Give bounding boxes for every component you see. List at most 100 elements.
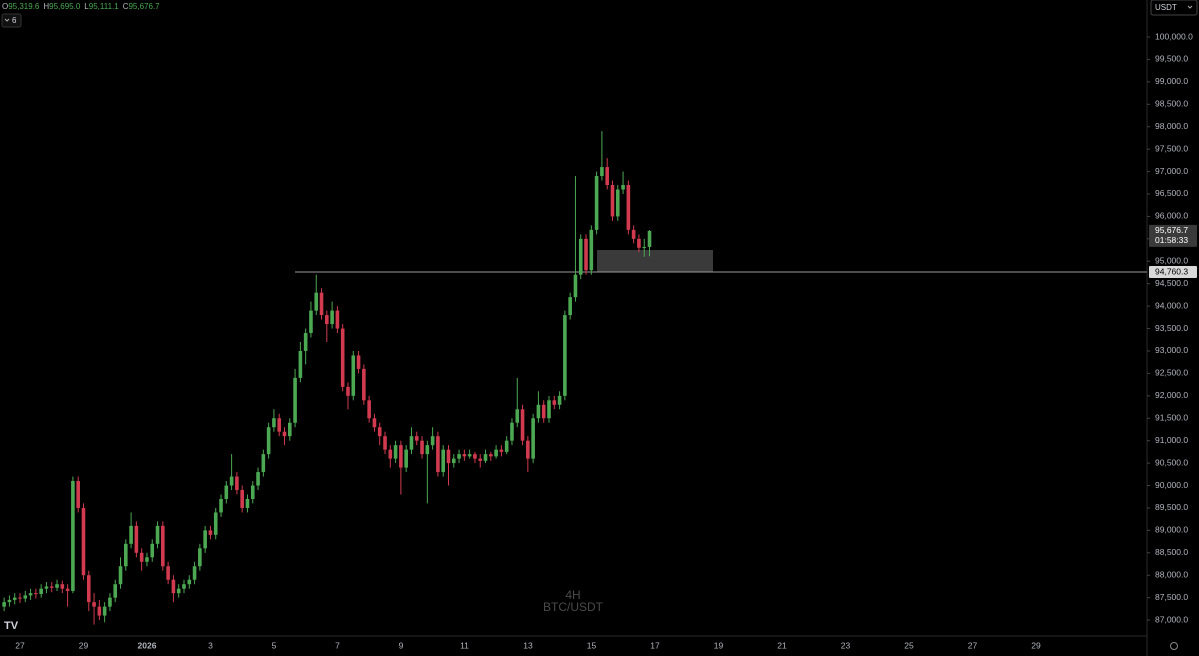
y-tick-label: 88,000.0 [1155, 569, 1188, 579]
x-tick-label: 27 [968, 640, 978, 650]
candle-body [213, 512, 218, 535]
candle-body [393, 445, 398, 459]
candle-body [7, 599, 12, 603]
candle-body [118, 566, 123, 585]
collapse-icon [4, 18, 10, 22]
candle-body [584, 238, 588, 271]
zone-rectangle[interactable] [597, 250, 713, 272]
candle-body [23, 595, 28, 599]
y-tick-label: 98,000.0 [1155, 121, 1188, 131]
x-tick-label: 29 [79, 640, 89, 650]
candle-body [250, 485, 255, 499]
ohlc-key: H [43, 2, 49, 11]
candle-body [139, 552, 144, 562]
candle-body [97, 606, 102, 616]
currency-button[interactable] [1150, 0, 1198, 16]
candle-body [425, 445, 430, 455]
candle-body [44, 586, 49, 589]
candle-body [171, 579, 176, 594]
candle-body [441, 449, 445, 473]
candle-body [277, 418, 282, 432]
candle-body [150, 543, 155, 558]
candle-body [49, 586, 54, 588]
ohlc-legend: O95,319.6 H95,695.0 L95,111.1 C95,676.7 [2, 2, 160, 11]
candle-body [436, 436, 440, 473]
candle-body [541, 404, 546, 419]
y-tick-label: 98,500.0 [1155, 99, 1188, 109]
indicator-toggle[interactable] [1, 13, 22, 28]
x-tick-label: 13 [523, 640, 533, 650]
candle-body [473, 454, 477, 459]
y-tick-label: 94,500.0 [1155, 278, 1188, 288]
candle-body [399, 445, 403, 468]
y-tick-label: 93,500.0 [1155, 323, 1188, 333]
x-tick-label: 3 [208, 640, 213, 650]
candle-body [568, 297, 572, 316]
candle-body [547, 400, 551, 419]
candle-body [39, 588, 43, 595]
y-tick-label: 96,500.0 [1155, 188, 1188, 198]
x-tick-label: 25 [904, 640, 914, 650]
y-tick-label: 87,000.0 [1155, 614, 1188, 624]
candle-body [34, 593, 38, 595]
x-tick-label: 7 [335, 640, 340, 650]
settings-icon[interactable] [1170, 642, 1178, 650]
x-tick-label: 17 [650, 640, 660, 650]
candle-body [224, 485, 229, 499]
candle-body [499, 449, 504, 452]
y-tick-label: 90,000.0 [1155, 480, 1188, 490]
candle-body [182, 584, 186, 589]
y-tick-label: 88,500.0 [1155, 547, 1188, 557]
x-tick-label: 23 [841, 640, 851, 650]
candle-body [377, 427, 382, 437]
candle-body [65, 588, 70, 591]
candle-body [124, 543, 128, 567]
x-tick-label: 29 [1031, 640, 1041, 650]
candle-body [272, 418, 276, 428]
x-tick-label: 27 [15, 640, 25, 650]
x-tick-label: 21 [777, 640, 787, 650]
ohlc-value: 95,695.0 [49, 2, 81, 11]
candle-body [578, 238, 583, 275]
candle-body [573, 274, 578, 298]
level-price-label: 94,760.3 [1155, 266, 1188, 276]
y-tick-label: 92,000.0 [1155, 390, 1188, 400]
y-tick-label: 95,000.0 [1155, 256, 1188, 266]
candle-body [430, 436, 435, 446]
candle-body [520, 409, 525, 441]
candle-body [504, 440, 509, 452]
candle-body [245, 498, 250, 508]
ohlc-key: C [123, 2, 129, 11]
candle-body [219, 498, 223, 513]
y-tick-label: 93,000.0 [1155, 345, 1188, 355]
candle-body [55, 584, 59, 588]
y-tick-label: 91,500.0 [1155, 412, 1188, 422]
candle-body [531, 418, 535, 459]
candle-body [319, 292, 324, 316]
candle-body [12, 597, 17, 600]
candle-body [18, 597, 22, 599]
ohlc-value: 95,319.6 [8, 2, 40, 11]
candle-body [145, 557, 149, 562]
y-tick-label: 92,500.0 [1155, 368, 1188, 378]
y-tick-label: 89,500.0 [1155, 502, 1188, 512]
candle-body [187, 579, 192, 585]
candle-body [71, 481, 75, 591]
candle-body [208, 530, 213, 535]
candle-body [647, 230, 652, 247]
candle-body [240, 490, 244, 508]
dropdown-icon [1187, 5, 1193, 9]
y-tick-label: 94,000.0 [1155, 300, 1188, 310]
candle-body [28, 593, 33, 596]
candle-body [610, 185, 615, 217]
candle-body [536, 404, 541, 419]
ohlc-value: 95,676.7 [128, 2, 160, 11]
candle-body [626, 185, 631, 230]
candle-body [256, 472, 260, 486]
countdown-label: 01:58:33 [1155, 235, 1188, 245]
x-tick-label: 5 [272, 640, 277, 650]
candle-body [563, 315, 567, 396]
candle-body [346, 386, 350, 396]
